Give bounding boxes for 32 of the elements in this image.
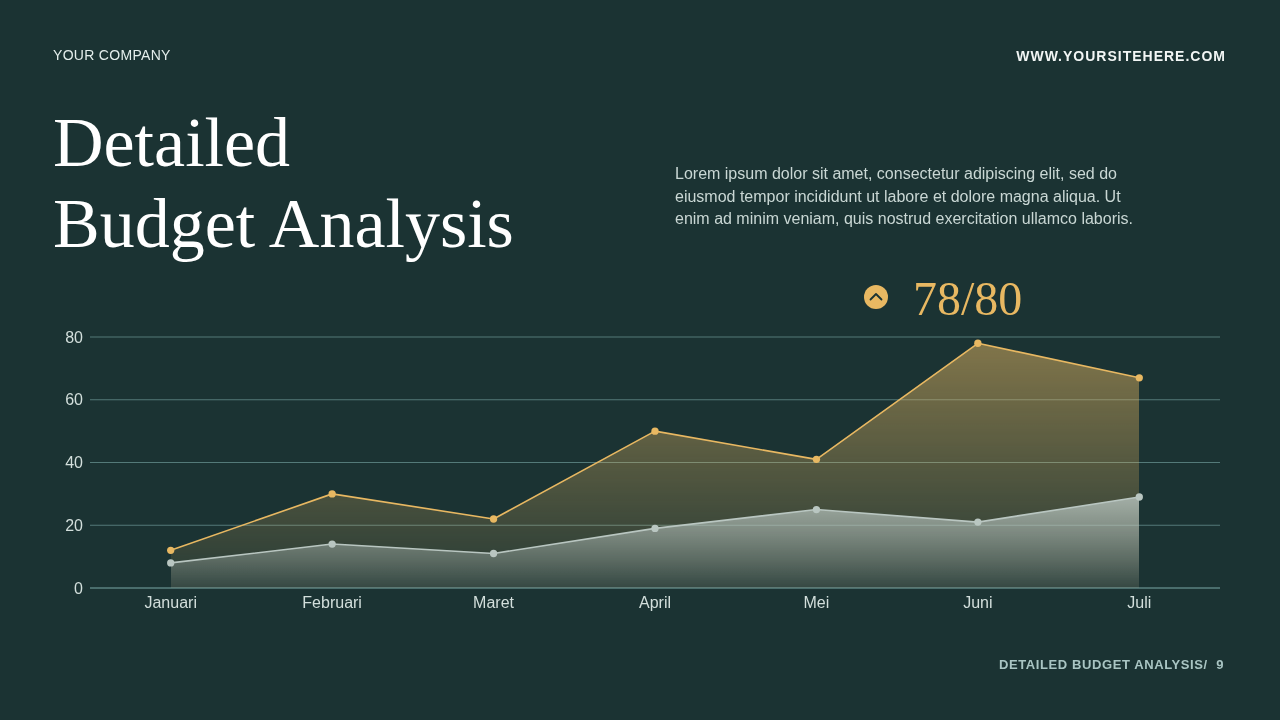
point (489, 515, 498, 523)
x-tick-label: Januari (144, 594, 197, 611)
point (489, 549, 498, 558)
chart-title: Detailed Budget Analysis (53, 104, 514, 262)
y-tick-label: 80 (65, 328, 84, 346)
x-tick-label: Juli (1127, 594, 1152, 611)
point (974, 518, 982, 526)
y-tick-label: 40 (65, 454, 84, 472)
text: Lorem ipsum dolor sit amet, consectetur adipiscing elit, sed do eiusmod tempor incididunt ut labore et dolore magna aliqua. Ut enim ad minim veniam, quis nostrud exercitation ullamco laboris. (675, 165, 1133, 227)
point (328, 540, 336, 548)
text: WWW.YOURSITEHERE.COM (1016, 48, 1226, 64)
y-tick-label: 0 (74, 579, 84, 597)
point (812, 455, 821, 464)
y-tick-label: 20 (65, 516, 84, 534)
point (1135, 374, 1143, 382)
point (651, 524, 659, 533)
x-tick-label: April (638, 594, 672, 611)
text: 78/80 (913, 272, 1023, 325)
point (812, 505, 821, 514)
point (974, 339, 982, 347)
point (167, 546, 175, 554)
x-tick-label: Juni (963, 594, 993, 611)
x-tick-label: Maret (473, 594, 515, 611)
x-tick-label: Februari (302, 594, 362, 611)
text: YOUR COMPANY (53, 47, 172, 63)
point (328, 490, 336, 498)
y-tick-label: 60 (65, 391, 84, 409)
point (1135, 493, 1143, 501)
point (167, 559, 175, 567)
x-tick-label: Mei (803, 594, 830, 611)
text: DETAILED BUDGET ANALYSIS/ 9 (998, 657, 1224, 672)
point (651, 427, 659, 435)
